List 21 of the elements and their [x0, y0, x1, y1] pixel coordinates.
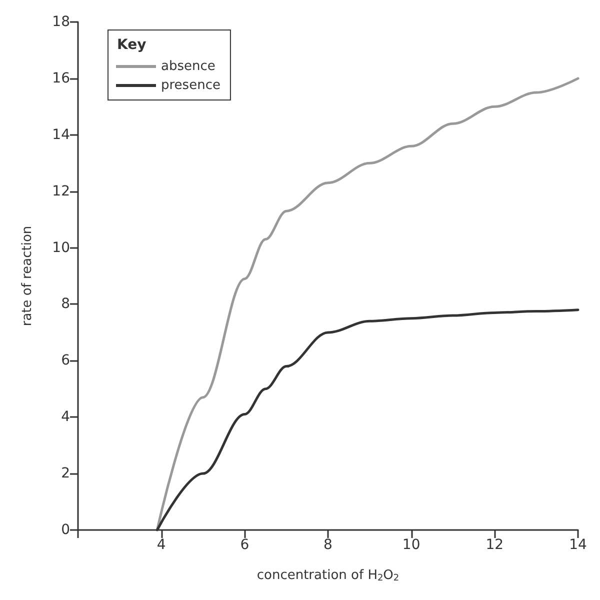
y-tick-label: 16: [52, 70, 70, 86]
x-tick-label: 8: [324, 537, 332, 553]
x-tick-label: 12: [486, 537, 504, 553]
y-tick-label: 12: [52, 183, 70, 200]
y-tick-label: 6: [61, 352, 70, 369]
y-tick-label: 8: [61, 296, 70, 312]
legend-title: Key: [117, 37, 146, 53]
x-tick-label: 14: [569, 537, 587, 553]
x-tick-label: 4: [156, 537, 166, 553]
y-tick-label: 2: [61, 466, 70, 482]
legend-label: absence: [161, 59, 216, 74]
y-tick-label: 18: [52, 14, 70, 30]
x-tick-label: 10: [402, 537, 420, 553]
y-tick-label: 14: [52, 126, 70, 143]
x-tick-label: 6: [240, 537, 250, 553]
y-axis-title: rate of reaction: [20, 226, 35, 326]
legend-label: presence: [161, 78, 220, 93]
line-series: [156, 77, 580, 532]
y-tick-label: 4: [61, 409, 70, 426]
y-tick-label: 10: [52, 240, 70, 256]
y-tick-label: 0: [61, 522, 70, 538]
